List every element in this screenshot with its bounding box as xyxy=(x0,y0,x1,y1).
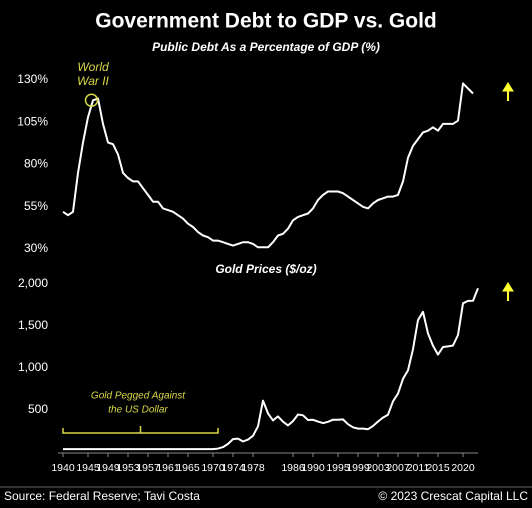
chart-title: Government Debt to GDP vs. Gold xyxy=(95,10,437,33)
y-tick-label: 1,500 xyxy=(18,318,48,332)
annotation: War II xyxy=(77,74,109,88)
line xyxy=(63,287,479,451)
y-tick-label: 130% xyxy=(17,72,48,86)
credit: © 2023 Crescat Capital LLC xyxy=(378,489,528,503)
y-tick-label: 500 xyxy=(28,402,48,416)
x-tick-label: 1986 xyxy=(281,462,305,474)
x-tick-label: 2015 xyxy=(426,462,450,474)
y-tick-label: 30% xyxy=(24,241,48,255)
line xyxy=(62,82,474,249)
chart-subtitle: Public Debt As a Percentage of GDP (%) xyxy=(152,40,380,54)
x-tick-label: 1965 xyxy=(176,462,200,474)
x-tick-label: 1945 xyxy=(76,462,100,474)
arrow-head xyxy=(502,82,514,92)
source: Source: Federal Reserve; Tavi Costa xyxy=(4,489,200,503)
x-tick-label: 1995 xyxy=(326,462,350,474)
bracket xyxy=(62,426,219,434)
x-tick-label: 1961 xyxy=(156,462,180,474)
arrow-head xyxy=(502,282,514,292)
x-tick-label: 2020 xyxy=(451,462,475,474)
x-tick-label: 1974 xyxy=(221,462,245,474)
y-tick-label: 105% xyxy=(17,114,48,128)
x-tick-label: 1949 xyxy=(96,462,120,474)
highlight-circle xyxy=(84,93,99,108)
x-tick-label: 2003 xyxy=(366,462,390,474)
y-tick-label: 2,000 xyxy=(18,276,48,290)
x-tick-label: 2007 xyxy=(386,462,410,474)
y-tick-label: 1,000 xyxy=(18,360,48,374)
x-tick-label: 1990 xyxy=(301,462,325,474)
x-tick-label: 1957 xyxy=(136,462,160,474)
annotation: World xyxy=(77,60,109,74)
x-tick-label: 1999 xyxy=(346,462,370,474)
x-tick-label: 1953 xyxy=(116,462,140,474)
y-tick-label: 55% xyxy=(24,199,48,213)
x-tick-label: 1940 xyxy=(51,462,75,474)
x-tick-label: 2011 xyxy=(407,462,430,474)
x-tick-label: 1970 xyxy=(201,462,225,474)
annotation: the US Dollar xyxy=(108,405,168,416)
chart-title: Gold Prices ($/oz) xyxy=(215,262,316,276)
annotation: Gold Pegged Against xyxy=(91,391,186,402)
arrows xyxy=(502,82,514,301)
x-tick-label: 1978 xyxy=(241,462,265,474)
y-tick-label: 80% xyxy=(24,157,48,171)
